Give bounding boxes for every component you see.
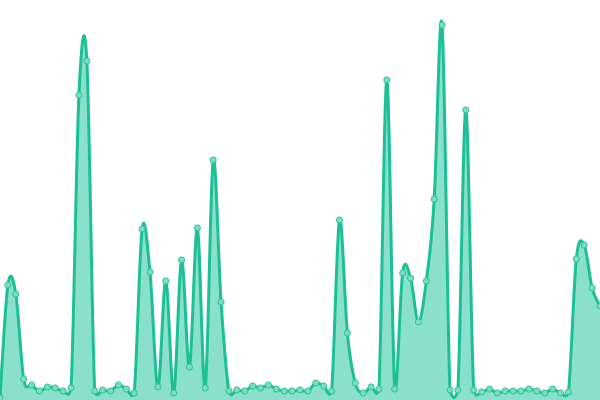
data-point-15: [114, 381, 122, 389]
data-point-46: [359, 389, 367, 397]
data-point-31: [241, 387, 249, 395]
data-point-76: [596, 302, 600, 310]
data-point-75: [588, 284, 596, 292]
data-point-12: [91, 387, 99, 395]
data-point-70: [549, 385, 557, 393]
data-point-41: [320, 382, 328, 390]
data-point-30: [233, 386, 241, 394]
data-point-16: [122, 385, 130, 393]
data-point-58: [454, 386, 462, 394]
data-point-27: [209, 156, 217, 164]
data-point-44: [343, 329, 351, 337]
data-point-34: [264, 381, 272, 389]
data-point-7: [51, 384, 59, 392]
data-point-42: [328, 387, 336, 395]
data-point-6: [43, 383, 51, 391]
data-point-14: [107, 387, 115, 395]
data-point-49: [383, 76, 391, 84]
data-point-28: [217, 298, 225, 306]
data-point-59: [462, 106, 470, 114]
data-point-29: [225, 387, 233, 395]
data-point-3: [20, 375, 28, 383]
data-point-39: [304, 387, 312, 395]
data-point-18: [138, 225, 146, 233]
data-point-8: [59, 387, 67, 395]
data-point-72: [564, 388, 572, 396]
data-point-52: [407, 274, 415, 282]
data-point-48: [375, 385, 383, 393]
data-point-11: [83, 57, 91, 65]
data-point-38: [296, 386, 304, 394]
data-point-65: [509, 387, 517, 395]
data-point-51: [399, 269, 407, 277]
data-point-62: [485, 385, 493, 393]
data-points: [0, 21, 600, 400]
data-point-10: [75, 91, 83, 99]
data-point-68: [533, 387, 541, 395]
data-point-9: [67, 384, 75, 392]
data-point-13: [99, 386, 107, 394]
data-point-26: [201, 384, 209, 392]
data-point-50: [391, 385, 399, 393]
data-point-54: [422, 277, 430, 285]
data-point-19: [146, 268, 154, 276]
data-point-1: [4, 281, 12, 289]
data-point-69: [541, 389, 549, 397]
area-fill: [0, 21, 600, 400]
data-point-43: [335, 216, 343, 224]
data-point-71: [557, 389, 565, 397]
data-point-57: [446, 386, 454, 394]
data-point-45: [351, 379, 359, 387]
data-point-56: [438, 21, 446, 29]
data-point-63: [493, 389, 501, 397]
data-point-36: [280, 387, 288, 395]
data-point-17: [130, 389, 138, 397]
data-point-25: [193, 224, 201, 232]
data-point-21: [162, 277, 170, 285]
data-point-24: [185, 363, 193, 371]
data-point-53: [414, 318, 422, 326]
data-point-60: [470, 386, 478, 394]
data-point-66: [517, 387, 525, 395]
data-point-40: [312, 379, 320, 387]
data-point-33: [257, 384, 265, 392]
data-point-37: [288, 387, 296, 395]
data-point-20: [154, 383, 162, 391]
data-point-4: [28, 381, 36, 389]
data-point-32: [249, 382, 257, 390]
data-point-61: [478, 388, 486, 396]
data-point-2: [12, 290, 20, 298]
data-point-74: [580, 241, 588, 249]
data-point-73: [572, 255, 580, 263]
data-point-47: [367, 383, 375, 391]
data-point-67: [525, 385, 533, 393]
data-point-64: [501, 387, 509, 395]
data-point-5: [35, 387, 43, 395]
data-point-55: [430, 195, 438, 203]
data-point-0: [0, 394, 4, 400]
data-point-23: [178, 256, 186, 264]
data-point-35: [272, 385, 280, 393]
data-point-22: [170, 389, 178, 397]
